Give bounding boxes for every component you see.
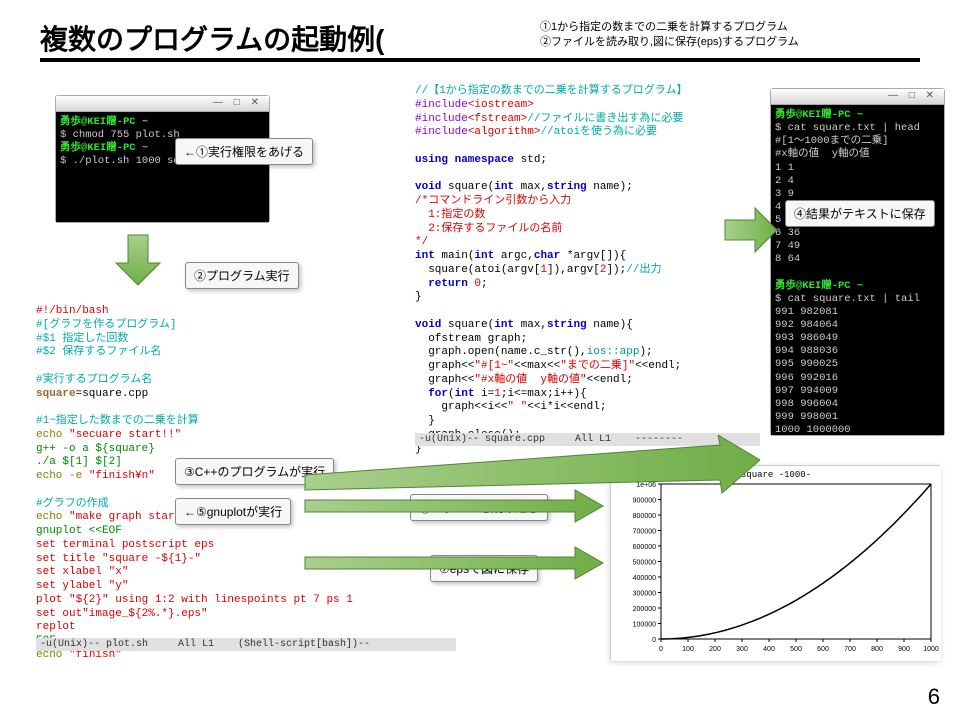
t2t10: 999 998001 [775, 411, 838, 423]
callout-2: ②プログラム実行 [185, 262, 299, 289]
term1-line0: 勇歩@KEI贈-PC ~ [60, 116, 148, 128]
svg-text:0: 0 [652, 637, 656, 644]
slide-title: 複数のプログラムの起動例( [40, 24, 385, 55]
svg-text:800000: 800000 [633, 513, 656, 520]
svg-text:200: 200 [709, 646, 721, 653]
svg-text:400000: 400000 [633, 575, 656, 582]
term1-line4 [60, 169, 66, 181]
terminal-2-titlebar: — □ ✕ [771, 89, 944, 105]
arrow-step4 [720, 205, 780, 255]
title-rule [40, 58, 920, 62]
t2t5: 994 988036 [775, 345, 838, 357]
svg-text:100000: 100000 [633, 622, 656, 629]
callout-4: ④結果がテキストに保存 [785, 200, 935, 227]
svg-text:500000: 500000 [633, 560, 656, 567]
arrow-step7 [300, 545, 605, 581]
svg-text:900000: 900000 [633, 498, 656, 505]
svg-text:100: 100 [682, 646, 694, 653]
t2t3: 992 984064 [775, 319, 838, 331]
t2t7: 996 992016 [775, 372, 838, 384]
callout-1: ←①実行権限をあげる [175, 138, 313, 165]
square-cpp-code: //【1から指定の数までの二乗を計算するプログラム】 #include<iost… [415, 85, 760, 456]
t2t0: 勇歩@KEI贈-PC ~ [775, 280, 863, 292]
t2t1: $ cat square.txt | tail [775, 293, 920, 305]
svg-text:200000: 200000 [633, 606, 656, 613]
svg-text:0: 0 [659, 646, 663, 653]
t2h11: 8 64 [775, 253, 800, 265]
t2h3: #x軸の値 y軸の値 [775, 148, 870, 160]
arrow-step3 [300, 435, 760, 495]
t2t6: 995 990025 [775, 358, 838, 370]
svg-text:600: 600 [817, 646, 829, 653]
callout-5: ←⑤gnuplotが実行 [175, 498, 291, 525]
svg-text:800: 800 [871, 646, 883, 653]
slide-subtitle: ①1から指定の数までの二乗を計算するプログラム ②ファイルを読み取り,図に保存(… [540, 20, 799, 51]
terminal-1-body: 勇歩@KEI贈-PC ~ $ chmod 755 plot.sh 勇歩@KEI贈… [56, 112, 269, 222]
svg-text:300000: 300000 [633, 591, 656, 598]
svg-text:300: 300 [736, 646, 748, 653]
t2t9: 998 996004 [775, 398, 838, 410]
t2h5: 2 4 [775, 175, 794, 187]
terminal-window-2: — □ ✕ 勇歩@KEI贈-PC ~ $ cat square.txt | he… [770, 88, 945, 436]
term1-line2: 勇歩@KEI贈-PC ~ [60, 142, 148, 154]
arrow-step2 [108, 230, 168, 290]
terminal-1-controls-icon: — □ ✕ [213, 97, 263, 108]
t2h2: #[1〜1000までの二乗] [775, 135, 888, 147]
t2h4: 1 1 [775, 162, 794, 174]
slide-title-wrap: 複数のプログラムの起動例( [40, 18, 385, 58]
t2t2: 991 982081 [775, 306, 838, 318]
terminal-2-controls-icon: — □ ✕ [888, 90, 938, 101]
plot-sh-statusline: -u(Unix)-- plot.sh All L1 (Shell-script[… [36, 638, 456, 651]
svg-text:700000: 700000 [633, 529, 656, 536]
svg-text:700: 700 [844, 646, 856, 653]
t2t8: 997 994009 [775, 385, 838, 397]
page-number: 6 [928, 684, 940, 710]
t2t11: 1000 1000000 [775, 424, 851, 436]
terminal-2-body: 勇歩@KEI贈-PC ~ $ cat square.txt | head #[1… [771, 105, 944, 435]
svg-text:500: 500 [790, 646, 802, 653]
terminal-1-titlebar: — □ ✕ [56, 96, 269, 112]
t2h1: $ cat square.txt | head [775, 122, 920, 134]
svg-text:600000: 600000 [633, 544, 656, 551]
svg-text:900: 900 [898, 646, 910, 653]
arrow-step6 [300, 488, 605, 524]
t2h0: 勇歩@KEI贈-PC ~ [775, 109, 863, 121]
svg-text:400: 400 [763, 646, 775, 653]
t2t4: 993 986049 [775, 332, 838, 344]
chart-svg: square -1000-010020030040050060070080090… [611, 466, 941, 661]
term1-line1: $ chmod 755 plot.sh [60, 129, 180, 141]
svg-text:1000: 1000 [923, 646, 939, 653]
t2h6: 3 9 [775, 188, 794, 200]
